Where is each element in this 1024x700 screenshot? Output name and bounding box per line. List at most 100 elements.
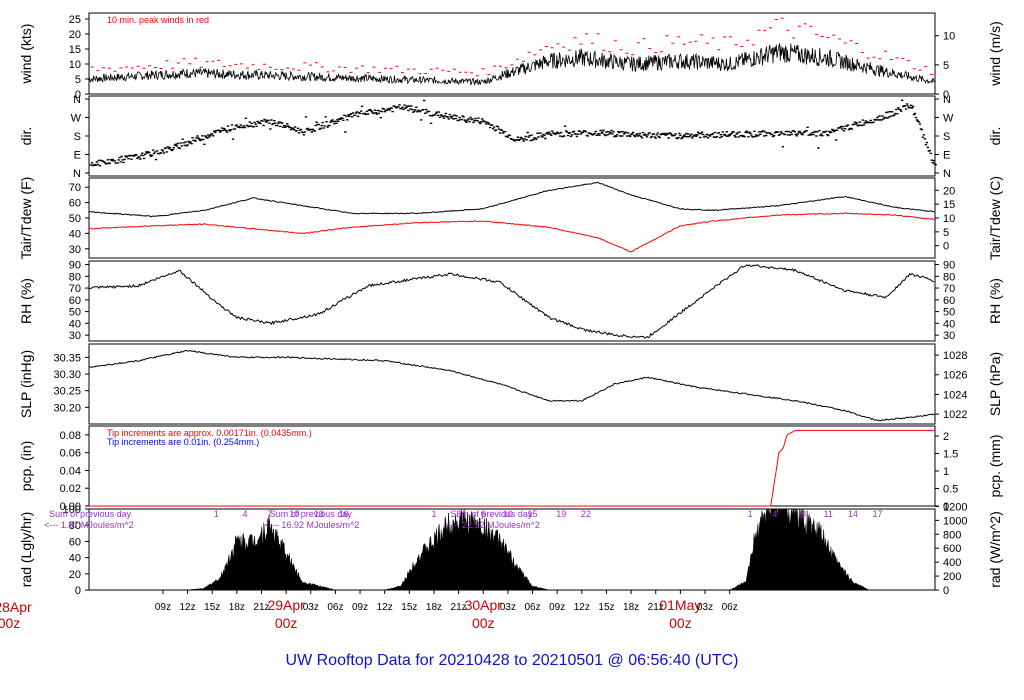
humidity-ylabel: RH (%)	[18, 278, 34, 324]
temperature-ytick-label: 70	[69, 182, 81, 194]
temperature-ytick-label: 60	[69, 198, 81, 210]
direction-ytick-label: E	[74, 150, 81, 162]
radiation-hour-tick: 1	[748, 509, 753, 519]
pressure-y2tick-label: 1024	[943, 389, 967, 401]
time-tick-label: 09z	[155, 602, 171, 613]
radiation-ylabel: rad (Lgly/hr)	[18, 512, 34, 587]
radiation-series	[89, 508, 935, 591]
time-tick-label: 15z	[401, 602, 417, 613]
radiation-ytick-label: 80	[69, 520, 81, 532]
direction-ytick-label: N	[73, 94, 81, 106]
radiation-hour-tick: 19	[556, 509, 566, 519]
direction-y2tick-label: S	[943, 131, 950, 143]
humidity-y2tick-label: 30	[943, 330, 955, 342]
direction-y2tick-label: N	[943, 168, 951, 180]
panel-direction: dir. dir.N NE ES SW WN N	[18, 94, 1003, 180]
time-tick-label: 12z	[377, 602, 393, 613]
humidity-y2tick-label: 60	[943, 295, 955, 307]
day-hour-label: 00z	[275, 615, 298, 631]
radiation-day-sum-label: Sum of previous day	[49, 509, 132, 519]
radiation-hour-tick: 4	[772, 509, 777, 519]
radiation-y2tick-label: 600	[943, 543, 961, 555]
direction-y2tick-label: W	[943, 113, 954, 125]
day-hour-label: 00z	[669, 615, 692, 631]
temperature-ylabel: Tair/Tdew (F)	[18, 177, 34, 259]
panel-radiation: rad (Lgly/hr) rad (W/m^2)0204060801000200…	[18, 501, 1003, 597]
radiation-hour-tick: 22	[581, 509, 591, 519]
temperature-y2label: Tair/Tdew (C)	[987, 176, 1003, 260]
radiation-hour-tick: 11	[824, 509, 833, 519]
radiation-hour-tick: 4	[243, 509, 248, 519]
direction-y2tick-label: N	[943, 94, 951, 106]
time-tick-label: 21z	[648, 602, 664, 613]
humidity-ytick-label: 40	[69, 318, 81, 330]
wind-ytick-label: 5	[75, 74, 81, 86]
temperature-series-1	[88, 212, 935, 253]
humidity-ytick-label: 30	[69, 330, 81, 342]
pressure-ytick-label: 30.20	[53, 402, 81, 414]
radiation-y2tick-label: 0	[943, 585, 949, 597]
radiation-ytick-label: 20	[69, 569, 81, 581]
time-tick-label: 03z	[500, 602, 516, 613]
radiation-y2label: rad (W/m^2)	[987, 511, 1003, 588]
temperature-ytick-label: 30	[69, 244, 81, 256]
time-tick-label: 06z	[524, 602, 540, 613]
humidity-y2tick-label: 80	[943, 271, 955, 283]
wind-ytick-label: 10	[69, 59, 81, 71]
precipitation-ylabel: pcp. (in)	[18, 441, 34, 492]
radiation-y2tick-label: 1200	[943, 501, 967, 513]
time-tick-label: 12z	[574, 602, 590, 613]
humidity-ytick-label: 70	[69, 283, 81, 295]
time-tick-label: 30Apr	[465, 597, 503, 613]
time-tick-label: 06z	[327, 602, 343, 613]
humidity-ytick-label: 50	[69, 307, 81, 319]
radiation-hour-tick: 16	[339, 509, 349, 519]
pressure-y2tick-label: 1028	[943, 350, 967, 362]
radiation-day-sum-label: Sum of previous day	[450, 509, 533, 519]
temperature-series-0	[88, 181, 935, 218]
time-tick-label: 15z	[204, 602, 220, 613]
precipitation-series-0	[89, 429, 935, 507]
temperature-y2tick-label: 15	[943, 199, 955, 211]
radiation-hour-tick: 6	[481, 509, 486, 519]
radiation-day-sum-value: <--- 1.87 MJoules/m^2	[44, 520, 134, 530]
radiation-ytick-label: 0	[75, 585, 81, 597]
radiation-hour-tick: 1	[431, 509, 436, 519]
humidity-frame	[88, 260, 936, 342]
temperature-y2tick-label: 20	[943, 185, 955, 197]
precipitation-y2tick-label: 0.5	[943, 484, 958, 496]
precipitation-ytick-label: 0.06	[60, 448, 81, 460]
precipitation-ytick-label: 0.00	[60, 501, 81, 513]
time-tick-label: 18z	[229, 602, 245, 613]
time-tick-label: 06z	[722, 602, 738, 613]
pressure-ytick-label: 30.25	[53, 386, 81, 398]
humidity-y2label: RH (%)	[987, 278, 1003, 324]
temperature-ytick-label: 40	[69, 228, 81, 240]
humidity-y2tick-label: 50	[943, 307, 955, 319]
radiation-day-sum-value: <--- 22.92 MJoules/m^2	[445, 520, 540, 530]
time-tick-label: 18z	[426, 602, 442, 613]
humidity-series-0	[89, 264, 935, 339]
precipitation-y2tick-label: 1.5	[943, 449, 958, 461]
wind-frame	[88, 12, 936, 95]
time-tick-label: 21z	[253, 602, 269, 613]
temperature-y2tick-label: 0	[943, 241, 949, 253]
radiation-y2tick-label: 200	[943, 571, 961, 583]
precip-note-2: Tip increments are 0.01in. (0.254mm.)	[107, 437, 259, 447]
pressure-series-0	[88, 349, 935, 422]
time-tick-label: 09z	[352, 602, 368, 613]
time-tick-label: 18z	[623, 602, 639, 613]
radiation-hour-tick: 7	[267, 509, 272, 519]
day-hour-label: 00z	[0, 615, 20, 631]
radiation-y2tick-label: 1000	[943, 515, 967, 527]
precipitation-ytick-label: 0.08	[60, 430, 81, 442]
panel-pressure: SLP (inHg) SLP (hPa) 30.20 30.25 30.30 30.35 1…	[18, 343, 1003, 425]
precipitation-ytick-label: 0.04	[60, 465, 81, 477]
direction-ylabel: dir.	[18, 127, 34, 146]
radiation-hour-tick: 14	[848, 509, 858, 519]
direction-y2label: dir.	[987, 127, 1003, 146]
humidity-ytick-label: 60	[69, 295, 81, 307]
panel-precipitation: pcp. (in) pcp. (mm) 0.00 0.02 0.04 0.06 0.08 0 0…	[18, 425, 1003, 513]
